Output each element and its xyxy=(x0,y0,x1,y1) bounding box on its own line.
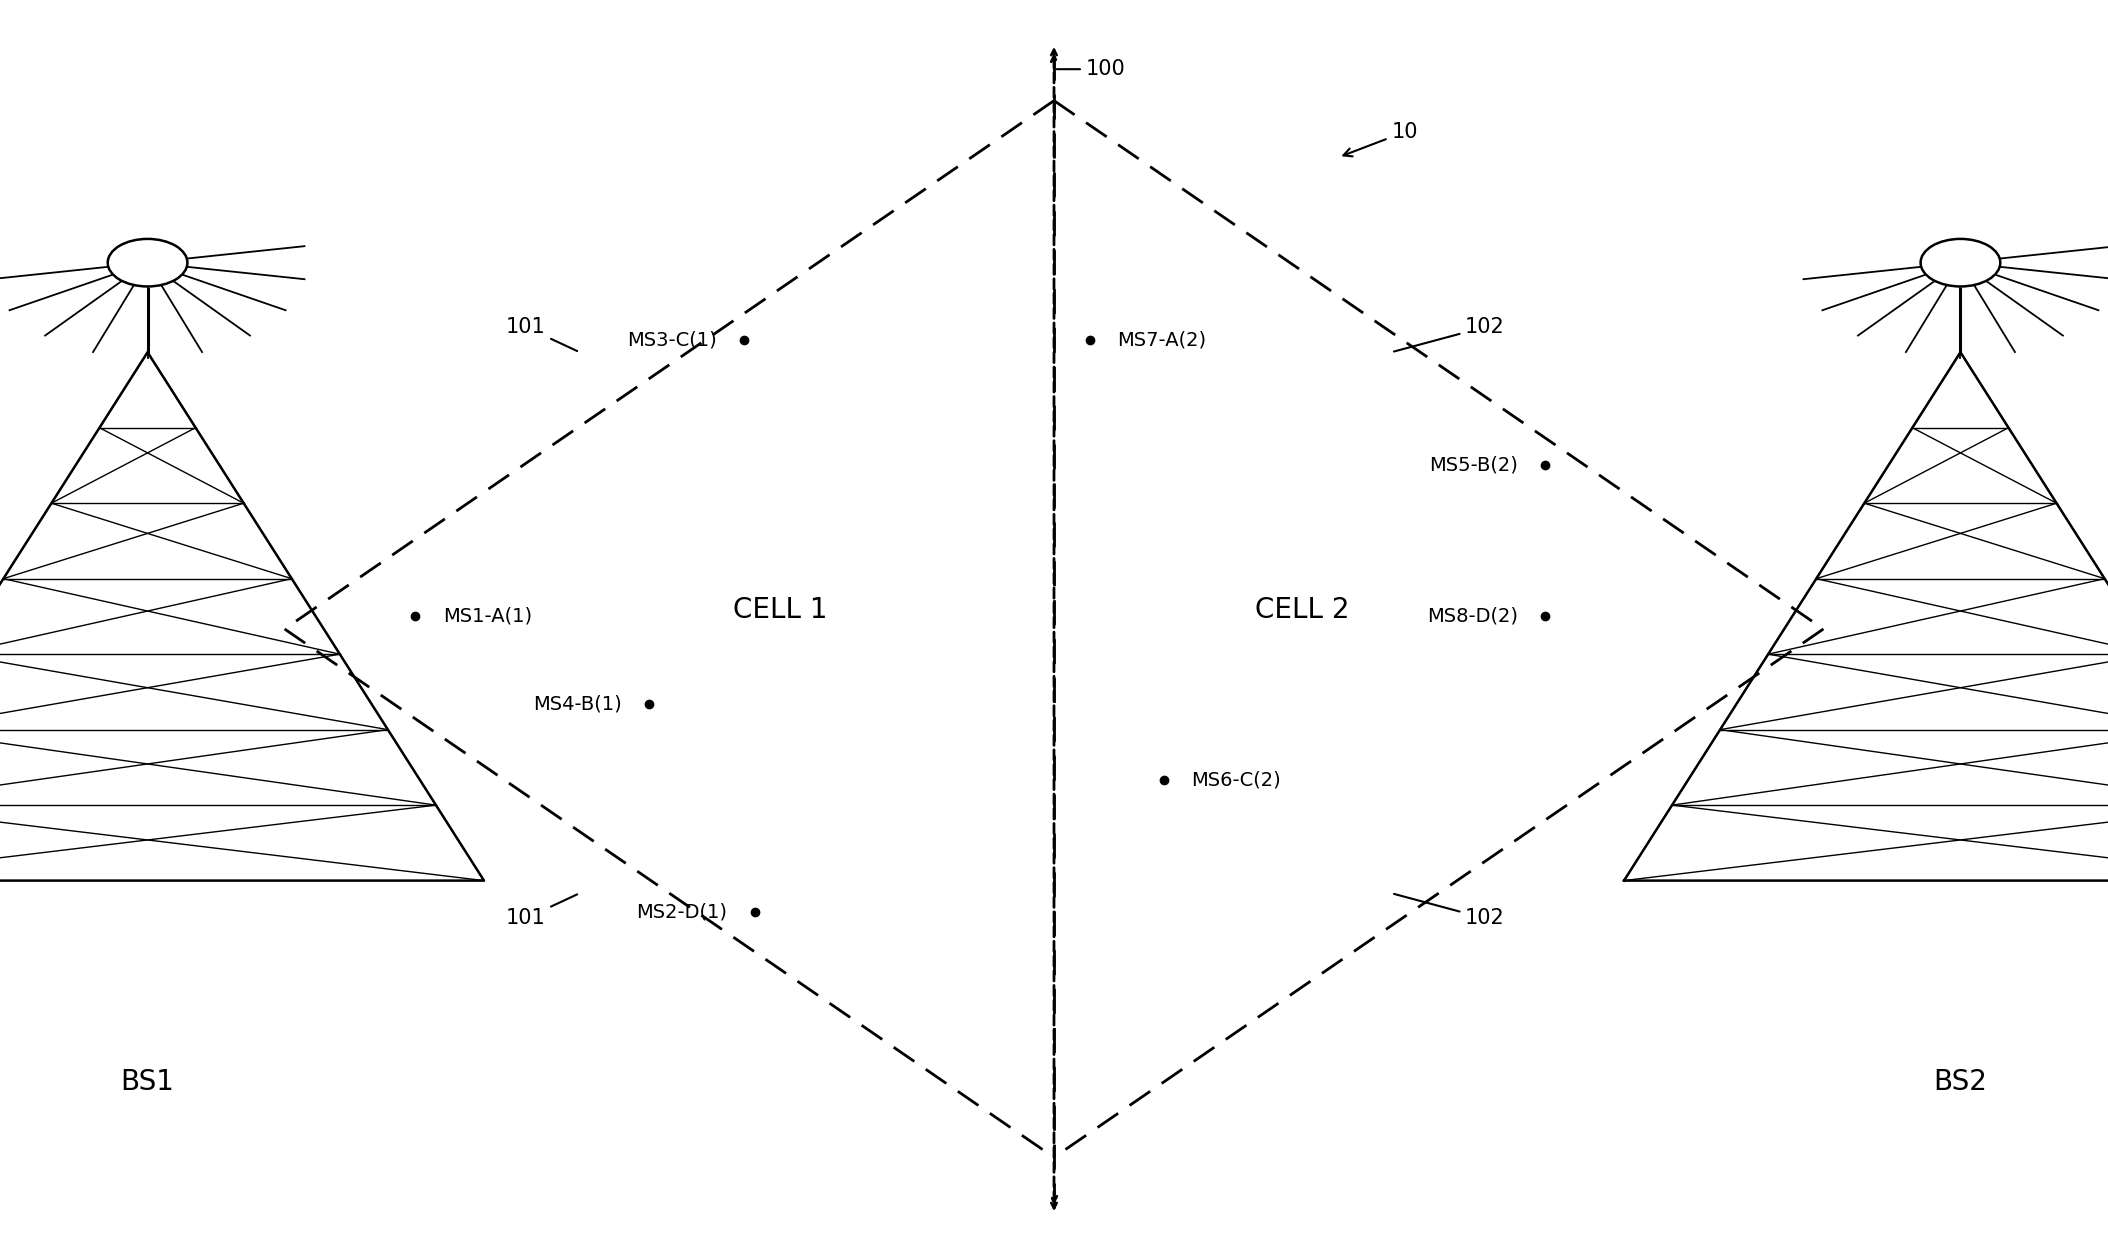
Text: 102: 102 xyxy=(1393,894,1505,928)
Text: MS1-A(1): MS1-A(1) xyxy=(443,606,531,626)
Text: 101: 101 xyxy=(506,317,578,351)
Text: MS5-B(2): MS5-B(2) xyxy=(1429,455,1518,476)
Text: MS2-D(1): MS2-D(1) xyxy=(637,902,727,922)
Text: BS1: BS1 xyxy=(120,1068,175,1096)
Text: MS6-C(2): MS6-C(2) xyxy=(1191,770,1282,790)
Text: 101: 101 xyxy=(506,894,578,928)
Text: 102: 102 xyxy=(1393,317,1505,351)
Text: MS3-C(1): MS3-C(1) xyxy=(626,330,717,350)
Text: 10: 10 xyxy=(1343,122,1419,156)
Circle shape xyxy=(108,239,188,287)
Text: CELL 2: CELL 2 xyxy=(1256,596,1349,624)
Text: CELL 1: CELL 1 xyxy=(734,596,826,624)
Text: MS7-A(2): MS7-A(2) xyxy=(1117,330,1206,350)
Text: MS4-B(1): MS4-B(1) xyxy=(533,694,622,715)
Circle shape xyxy=(1920,239,2000,287)
Text: MS8-D(2): MS8-D(2) xyxy=(1427,606,1518,626)
Text: BS2: BS2 xyxy=(1933,1068,1988,1096)
Text: 100: 100 xyxy=(1056,59,1126,79)
